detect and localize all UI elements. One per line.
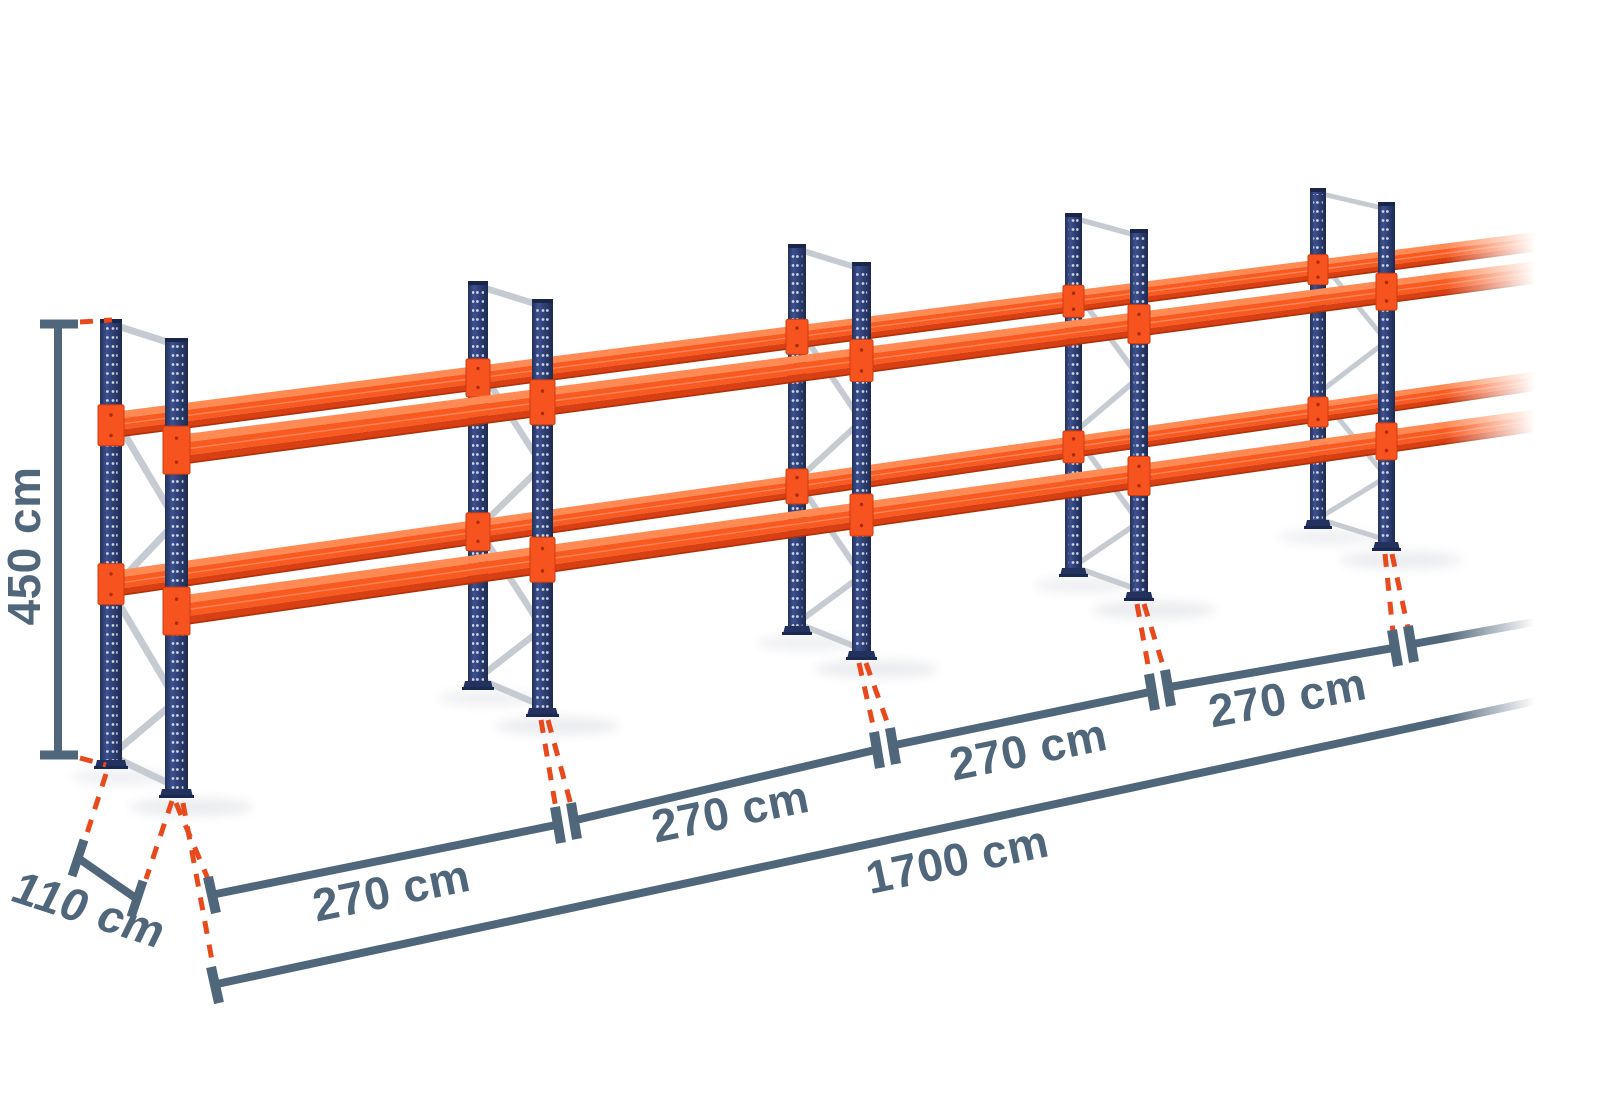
upright-frame-4-bracing <box>1071 215 1142 593</box>
dimension-tick <box>885 727 901 765</box>
rack-illustration <box>71 188 1561 816</box>
dimension-tick <box>1403 625 1419 663</box>
beam-connector <box>785 318 809 355</box>
upright-frame-3-bracing <box>794 246 864 652</box>
upright-frame-5-bracing <box>1316 190 1389 543</box>
leader-total-start <box>180 802 216 967</box>
depth-dimension-label: 110 cm <box>4 862 176 957</box>
dimension-tick <box>203 875 221 915</box>
leader-depth-rear <box>79 773 109 850</box>
depth-dimension-line <box>75 854 140 903</box>
height-dimension-label: 450 cm <box>0 466 50 625</box>
dimension-tick <box>1160 669 1176 707</box>
depth-dimension <box>67 838 148 919</box>
leader-frame2-a <box>538 719 559 810</box>
beam-connector <box>97 404 125 447</box>
beam-connector <box>162 425 191 475</box>
beam-connector <box>1307 254 1329 286</box>
upright-frame-5-rear-post <box>1304 188 1332 529</box>
leader-height-bottom <box>79 755 107 768</box>
bay-dimension-chain <box>203 616 1546 915</box>
dimension-tick <box>566 802 582 840</box>
dimension-tick <box>206 965 224 1005</box>
bay-dimension-extension <box>1412 616 1546 648</box>
beam-connector <box>97 563 125 606</box>
dimension-tick <box>550 806 566 844</box>
height-dimension <box>40 319 78 760</box>
bay2-dimension-line <box>575 746 876 824</box>
leader-frame2-b <box>545 719 574 806</box>
beam-connector <box>1127 456 1151 497</box>
leader-frame5-b <box>1389 553 1411 629</box>
beam-connector <box>1062 284 1085 318</box>
beam-connector <box>1062 430 1085 464</box>
bay3-dimension-line <box>894 688 1151 749</box>
beam-connector <box>1307 396 1329 428</box>
beam-connector <box>785 468 809 505</box>
beam-connector <box>1127 304 1151 345</box>
leader-frame3-b <box>863 662 893 731</box>
leader-frame4-a <box>1134 603 1153 677</box>
dimension-tick <box>1387 629 1403 667</box>
upright-frame-3-rear-post <box>782 244 812 635</box>
rear-beam-connectors <box>97 254 1329 606</box>
leader-lines <box>79 317 1411 967</box>
upright-frame-1-rear-post <box>94 319 128 769</box>
leader-height-top <box>79 317 113 325</box>
beam-connector <box>849 493 874 537</box>
upright-frame-2-rear-post <box>462 281 494 690</box>
leader-frame4-b <box>1141 603 1168 673</box>
total-dimension-line <box>216 695 1546 988</box>
beam-connector <box>465 358 491 398</box>
beam-connector <box>529 379 556 426</box>
beam-connector <box>1375 422 1398 461</box>
beam-connector <box>1375 272 1398 311</box>
beam-connector <box>529 536 556 583</box>
depth-dimension-cap-left <box>67 838 89 878</box>
leader-frame3-a <box>856 662 878 735</box>
depth-dimension-cap-right <box>126 879 148 919</box>
bay4-dimension-line <box>1169 644 1394 691</box>
beam-connector <box>465 512 491 552</box>
upright-frame-4-rear-post <box>1059 213 1088 577</box>
dimension-tick <box>1144 673 1160 711</box>
front-beam-connectors <box>162 272 1398 636</box>
bay1-dimension-line <box>215 821 557 898</box>
beam-connector <box>849 338 874 382</box>
total-dimension <box>206 695 1546 1005</box>
dimension-tick <box>869 731 885 769</box>
beam-connector <box>162 586 191 636</box>
